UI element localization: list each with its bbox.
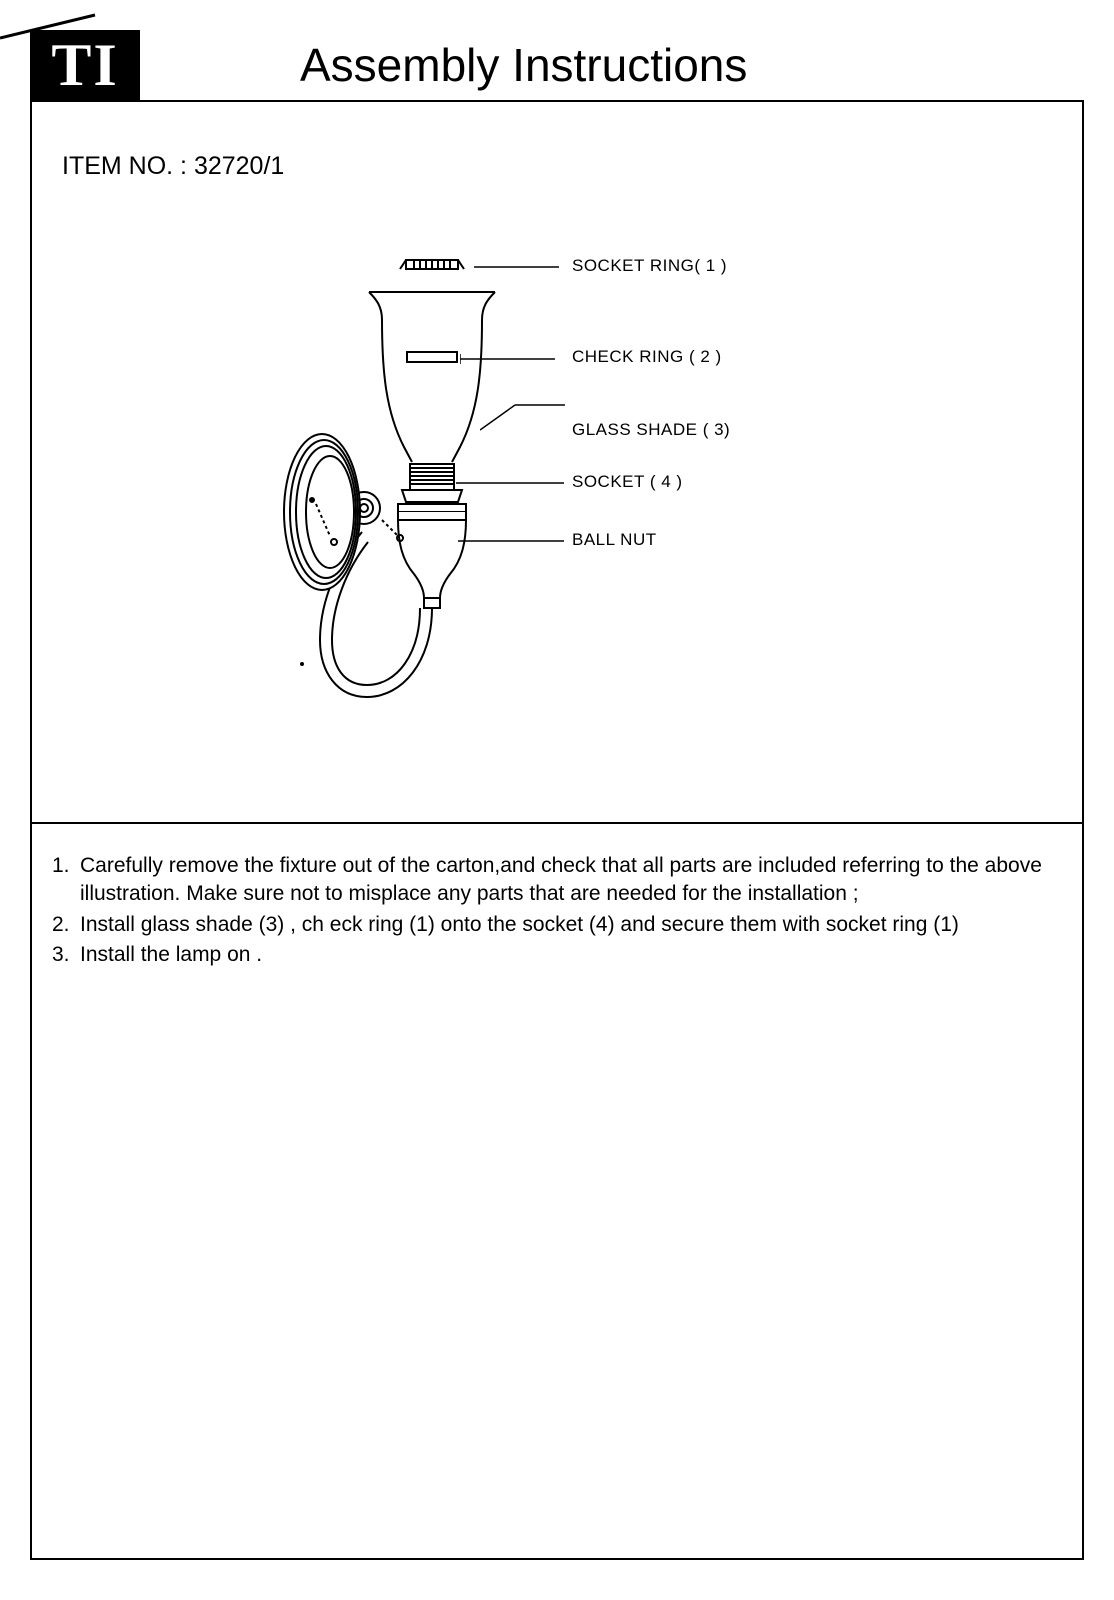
- callout-socket: SOCKET ( 4 ): [572, 472, 683, 492]
- callout-ball-nut: BALL NUT: [572, 530, 657, 550]
- step-text: Install the lamp on .: [80, 941, 1052, 969]
- leader-glass-shade: [480, 402, 565, 432]
- callout-socket-ring: SOCKET RING( 1 ): [572, 256, 727, 276]
- instruction-step-2: 2. Install glass shade (3) , ch eck ring…: [52, 911, 1052, 939]
- step-number: 3.: [52, 941, 80, 969]
- leader-ball-nut: [458, 536, 564, 546]
- leader-check-ring: [460, 354, 560, 364]
- instruction-step-1: 1. Carefully remove the fixture out of t…: [52, 852, 1052, 909]
- page: TI Assembly Instructions ITEM NO. : 3272…: [0, 0, 1114, 1600]
- logo-ti: TI: [30, 30, 140, 100]
- page-title: Assembly Instructions: [300, 38, 747, 92]
- step-number: 1.: [52, 852, 80, 909]
- step-text: Install glass shade (3) , ch eck ring (1…: [80, 911, 1052, 939]
- callout-check-ring: CHECK RING ( 2 ): [572, 347, 722, 367]
- instructions-list: 1. Carefully remove the fixture out of t…: [52, 852, 1052, 971]
- leader-socket-ring: [474, 262, 564, 272]
- stray-dot: [300, 662, 304, 666]
- content-frame: ITEM NO. : 32720/1: [30, 100, 1084, 1560]
- step-number: 2.: [52, 911, 80, 939]
- item-number: ITEM NO. : 32720/1: [62, 152, 284, 181]
- diagram: SOCKET RING( 1 ) CHECK RING ( 2 ) GLASS …: [32, 242, 1082, 812]
- section-divider: [32, 822, 1082, 824]
- instruction-step-3: 3. Install the lamp on .: [52, 941, 1052, 969]
- step-text: Carefully remove the fixture out of the …: [80, 852, 1052, 909]
- leader-socket: [456, 478, 564, 488]
- lamp-illustration: [282, 242, 542, 782]
- callout-glass-shade: GLASS SHADE ( 3): [572, 420, 730, 440]
